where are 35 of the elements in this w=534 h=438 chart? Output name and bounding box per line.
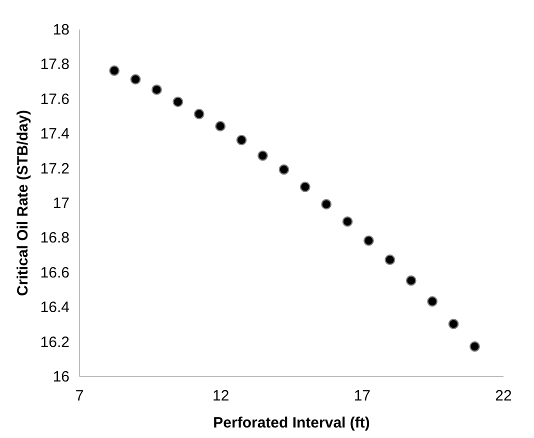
y-tick-label: 16.4 [40,299,70,316]
y-tick-label: 16.6 [40,264,70,282]
y-tick-label: 17.6 [40,90,70,108]
y-tick-label: 16.2 [40,334,70,351]
point [470,341,480,352]
y-tick-label: 16 [52,368,70,386]
point [236,134,247,146]
y-tick-label: 17.4 [40,126,70,143]
point [364,235,374,246]
x-tick-label: 7 [75,388,84,404]
point [215,120,226,132]
point [321,199,332,210]
point [448,318,459,330]
point [130,74,141,85]
point [406,275,416,286]
y-tick-label: 18 [52,22,70,38]
y-tick-label: 17 [52,195,70,212]
point [427,296,438,307]
y-tick-label: 17.2 [40,160,70,178]
point [342,216,353,227]
x-axis-title: Perforated Interval (ft) [213,414,370,432]
point [109,65,120,76]
y-tick-label: 16.8 [40,230,70,247]
x-tick-label: 12 [212,388,230,404]
point [172,96,184,108]
x-tick-label: 17 [354,388,371,404]
y-tick-label: 17.8 [40,56,70,74]
point [258,150,268,161]
x-tick-label: 22 [495,388,512,404]
y-axis-title: Critical Oil Rate (STB/day) [14,110,32,296]
point [278,164,290,175]
point [152,84,162,95]
point [384,254,396,265]
point [194,108,204,120]
point [300,182,310,192]
